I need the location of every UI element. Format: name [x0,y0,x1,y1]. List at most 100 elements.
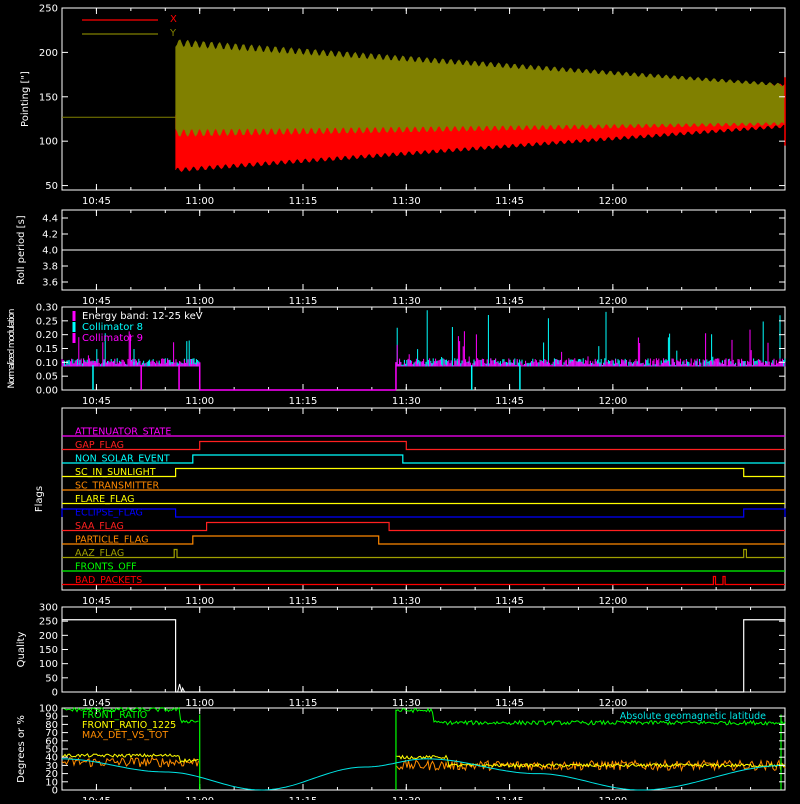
y-tick-label: 50 [45,745,58,756]
y-tick-label: 3.8 [42,262,58,273]
y-tick-label: 0 [52,786,58,797]
x-tick-label: 11:15 [289,396,318,407]
degrees-legend-label: MAX_DET_VS_TOT [82,730,168,741]
y-tick-label: 30 [45,761,58,772]
x-tick-label: 10:45 [82,396,111,407]
flag-label: SAA_FLAG [75,521,124,532]
panel-6-frame: 10:45 11:00 11:15 11:30 11:45 12:00 0102030405… [16,704,786,804]
x-tick-label: 11:45 [495,296,524,307]
quality-noise [177,683,186,693]
x-tick-label: 11:45 [495,698,524,709]
x-tick-label: 10:45 [82,796,111,800]
y-tick-label: 4.0 [42,246,58,257]
y-axis-label: Roll period [s] [16,215,27,284]
x-tick-label: 11:30 [392,698,421,709]
y-tick-label: 0.00 [36,386,58,397]
x-tick-label: 11:00 [185,296,214,307]
y-tick-label: 250 [39,4,58,15]
front-ratio-1225-trace [61,753,786,769]
x-tick-label: 11:30 [392,596,421,607]
x-tick-label: 11:30 [392,796,421,800]
x-tick-label: 10:45 [82,596,111,607]
flag-label: FRONTS_OFF [75,562,137,573]
flag-label: SC_TRANSMITTER [75,481,160,492]
y-tick-label: 60 [45,736,58,747]
x-tick-label: 11:00 [185,698,214,709]
y-tick-label: 300 [39,603,58,614]
y-tick-label: 0.20 [36,330,58,341]
y-tick-label: 0.30 [36,303,58,314]
x-tick-label: 11:15 [289,698,318,709]
y-axis-label: Flags [34,486,45,512]
geomagnetic-latitude-trace [61,758,785,791]
y-tick-label: 150 [39,645,58,656]
legend-x-label: X [170,14,177,25]
quality-trace [62,619,785,693]
x-tick-label: 11:30 [392,196,421,207]
x-tick-label: 11:30 [392,296,421,307]
flag-trace [62,440,785,451]
y-tick-label: 0.15 [36,344,58,355]
y-tick-label: 0 [52,688,58,699]
x-tick-label: 12:00 [598,698,627,709]
y-tick-label: 0.05 [36,372,58,383]
modulation-legend-label: Collimator 8 [82,322,143,333]
degrees-legend-label: FRONT_RATIO_1225 [82,720,176,731]
x-tick-label: 10:45 [82,196,111,207]
flag-trace [62,548,785,559]
y-tick-label: 100 [39,704,58,715]
panel-3-frame: 10:45 11:00 11:15 11:30 11:45 12:00 0.00 0.05 0.… [7,303,786,407]
x-tick-label: 12:00 [598,796,627,800]
y-tick-label: 250 [39,617,58,628]
flag-trace [62,467,785,478]
y-tick-label: 3.6 [42,278,58,289]
x-tick-label: 11:15 [289,596,318,607]
x-tick-label: 12:00 [598,596,627,607]
x-tick-label: 11:00 [185,196,214,207]
x-tick-label: 11:15 [289,196,318,207]
panel-4-frame: 10:45 11:00 11:15 11:30 11:45 12:00 ATTENUATOR… [34,407,786,607]
y-tick-label: 50 [45,673,58,684]
y-tick-label: 10 [45,777,58,788]
flag-label: GAP_FLAG [75,440,124,451]
y-tick-label: 0.25 [36,316,58,327]
flag-label: ATTENUATOR_STATE [75,427,171,438]
y-tick-label: 80 [45,720,58,731]
x-tick-label: 11:00 [185,396,214,407]
x-tick-label: 11:30 [392,396,421,407]
degrees-legend-label: Absolute geomagnetic latitude [620,711,766,722]
y-tick-label: 100 [39,137,58,148]
flag-label: BAD_PACKETS [75,575,142,586]
x-tick-label: 10:45 [82,698,111,709]
y-axis-label: Normalized modulation [7,309,17,389]
panel-5-frame: 10:45 11:00 11:15 11:30 11:45 12:00 0 50 100 150 2… [16,603,786,709]
x-tick-label: 11:45 [495,596,524,607]
x-tick-label: 11:15 [289,796,318,800]
y-tick-label: 100 [39,659,58,670]
flag-trace [61,508,786,518]
y-axis-label: Pointing ["] [20,71,31,127]
x-tick-label: 11:45 [495,796,524,800]
y-tick-label: 4.4 [42,214,58,225]
max-det-trace [61,756,786,773]
panel-2-frame: 10:45 11:00 11:15 11:30 11:45 12:00 3.6 3.8 4.0 4… [16,209,786,307]
y-tick-label: 200 [39,631,58,642]
x-tick-label: 12:00 [598,396,627,407]
flag-trace [62,575,785,586]
x-tick-label: 10:45 [82,296,111,307]
x-tick-label: 12:00 [598,296,627,307]
y-pointing-band [175,39,786,137]
x-tick-label: 11:45 [495,196,524,207]
flag-trace [62,454,785,464]
front-ratio-trace [61,706,786,726]
modulation-legend-label: Energy band: 12-25 keV [82,311,203,322]
flag-label: SC_IN_SUNLIGHT [75,467,156,478]
x-tick-label: 11:00 [185,796,214,800]
modulation-legend-label: Collimator 9 [82,333,143,344]
y-axis-label: Degrees or % [16,715,27,783]
degrees-legend-label: FRONT_RATIO [82,710,147,721]
y-tick-label: 20 [45,769,58,780]
plot-frame [61,407,786,591]
